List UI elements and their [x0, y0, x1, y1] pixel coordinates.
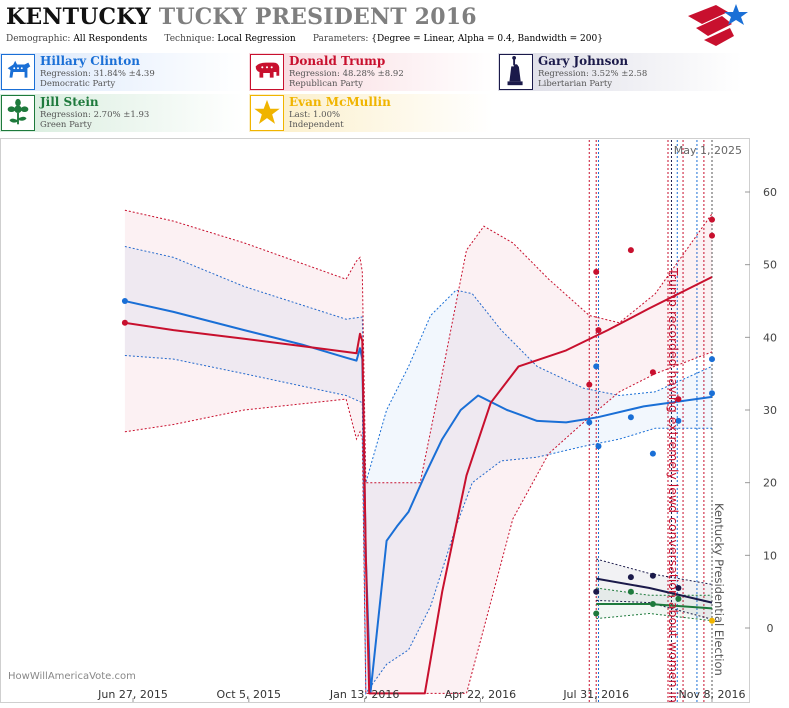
hillary-clinton-poll-point-5[interactable]: [649, 450, 656, 457]
donald-trump-confidence-band: [124, 210, 712, 694]
candidate-party: Democratic Party: [40, 79, 116, 89]
donald-trump-poll-point-5[interactable]: [649, 369, 656, 376]
gary-johnson-poll-point-3[interactable]: [675, 585, 682, 591]
jill-stein-poll-point-0[interactable]: [593, 610, 600, 617]
candidate-legend: Hillary Clinton Regression: 31.84% ±4.39…: [0, 53, 789, 135]
donald-trump-poll-point-4[interactable]: [627, 247, 634, 254]
hillary-clinton-poll-point-7[interactable]: [709, 356, 715, 363]
candidate-card-mcmullin[interactable]: Evan McMullin Last: 1.00% Independent: [249, 94, 493, 132]
x-tick-label: Apr 22, 2016: [445, 688, 517, 701]
candidate-regression: Regression: 48.28% ±8.92: [289, 69, 404, 79]
y-tick-label: 0: [767, 622, 774, 635]
x-tick-label: Jan 13, 2016: [329, 688, 399, 701]
candidate-party: Libertarian Party: [538, 79, 613, 89]
star-icon: [250, 95, 284, 131]
gary-johnson-band-upper: [596, 558, 713, 585]
hillary-clinton-regression-line: [124, 300, 713, 695]
candidate-party: Republican Party: [289, 79, 363, 89]
donald-trump-poll-point-3[interactable]: [595, 327, 602, 334]
annotation-trump-recorded: Trump recorded having extremely lewd con…: [666, 267, 681, 704]
donald-trump-poll-point-8[interactable]: [709, 232, 715, 239]
candidate-card-clinton[interactable]: Hillary Clinton Regression: 31.84% ±4.39…: [0, 53, 244, 91]
gary-johnson-poll-point-1[interactable]: [627, 574, 634, 581]
y-tick-label: 40: [763, 331, 777, 344]
jill-stein-regression-line: [596, 603, 713, 610]
flag-star-logo-icon: [688, 4, 748, 46]
liberty-statue-icon: [499, 54, 533, 90]
demographic-value: All Respondents: [73, 34, 148, 44]
donald-trump-poll-point-6[interactable]: [675, 396, 682, 403]
plot-frame: [0, 138, 750, 703]
candidate-name: Gary Johnson: [538, 54, 629, 68]
technique-label: Technique:: [164, 34, 215, 44]
y-tick-label: 20: [763, 477, 777, 490]
donald-trump-poll-point-1[interactable]: [586, 381, 593, 388]
hillary-clinton-poll-point-3[interactable]: [595, 443, 602, 450]
gary-johnson-poll-point-2[interactable]: [649, 572, 656, 579]
candidate-name: Jill Stein: [40, 95, 99, 109]
hillary-clinton-poll-point-1[interactable]: [586, 419, 593, 426]
title-rest: TUCKY PRESIDENT 2016: [158, 4, 477, 30]
candidate-name: Hillary Clinton: [40, 54, 140, 68]
x-tick-label: Oct 5, 2015: [217, 688, 282, 701]
x-tick-label: Nov 8, 2016: [679, 688, 746, 701]
donald-trump-regression-line: [124, 276, 713, 695]
y-tick-label: 10: [763, 549, 777, 562]
x-tick-label: Jul 31, 2016: [562, 688, 629, 701]
gary-johnson-poll-point-0[interactable]: [593, 588, 600, 595]
elephant-icon: [250, 54, 284, 90]
y-tick-label: 60: [763, 186, 777, 199]
donald-trump-poll-point-7[interactable]: [709, 216, 715, 223]
donald-trump-poll-point-0[interactable]: [121, 319, 128, 326]
parameters-value: {Degree = Linear, Alpha = 0.4, Bandwidth…: [371, 34, 603, 44]
hillary-clinton-poll-point-6[interactable]: [675, 417, 682, 424]
chart-header: KENTUCKY TUCKY PRESIDENT 2016 Demographi…: [0, 0, 789, 50]
candidate-party: Independent: [289, 120, 344, 130]
watermark-label: HowWillAmericaVote.com: [8, 671, 136, 682]
candidate-card-johnson[interactable]: Gary Johnson Regression: 3.52% ±2.58 Lib…: [498, 53, 742, 91]
donald-trump-band-upper: [124, 209, 713, 484]
candidate-card-stein[interactable]: Jill Stein Regression: 2.70% ±1.93 Green…: [0, 94, 244, 132]
candidate-regression: Regression: 3.52% ±2.58: [538, 69, 648, 79]
hillary-clinton-poll-point-8[interactable]: [709, 390, 715, 397]
y-tick-label: 30: [763, 404, 777, 417]
chart-area: 0 10 20 30 40 50 60 Jun 27, 2015 Oct 5, 2015 Jan …: [0, 138, 789, 708]
jill-stein-band-upper: [596, 587, 712, 596]
hillary-clinton-band-upper: [124, 246, 713, 483]
hillary-clinton-poll-point-4[interactable]: [627, 414, 634, 421]
x-tick-label: Jun 27, 2015: [97, 688, 168, 701]
demographic-label: Demographic:: [6, 34, 71, 44]
annotation-election-day: Kentucky Presidential Election: [712, 503, 726, 676]
hillary-clinton-band-lower: [124, 355, 712, 695]
technique-value: Local Regression: [217, 34, 296, 44]
donald-trump-poll-point-2[interactable]: [593, 268, 600, 275]
parameters-label: Parameters:: [312, 34, 369, 44]
candidate-regression: Last: 1.00%: [289, 110, 341, 120]
jill-stein-poll-point-2[interactable]: [649, 601, 656, 607]
hillary-clinton-poll-point-2[interactable]: [593, 363, 600, 370]
page-title: KENTUCKY TUCKY PRESIDENT 2016: [6, 4, 477, 30]
evan-mcmullin-poll-point-0[interactable]: [709, 617, 715, 624]
title-state: KENTUCKY: [6, 4, 151, 30]
y-tick-label: 50: [763, 259, 777, 272]
candidate-regression: Regression: 31.84% ±4.39: [40, 69, 155, 79]
hillary-clinton-confidence-band: [124, 246, 712, 694]
candidate-name: Evan McMullin: [289, 95, 391, 109]
candidate-name: Donald Trump: [289, 54, 386, 68]
jill-stein-band-lower: [596, 612, 713, 622]
parameters-line: Demographic: All Respondents Technique: …: [6, 34, 603, 44]
candidate-card-trump[interactable]: Donald Trump Regression: 48.28% ±8.92 Re…: [249, 53, 493, 91]
candidate-party: Green Party: [40, 120, 92, 130]
donkey-icon: [1, 54, 35, 90]
gary-johnson-regression-line: [596, 577, 713, 604]
jill-stein-poll-point-1[interactable]: [627, 588, 634, 595]
gary-johnson-band-lower: [596, 599, 713, 620]
candidate-regression: Regression: 2.70% ±1.93: [40, 110, 150, 120]
flower-icon: [1, 95, 35, 131]
jill-stein-poll-point-3[interactable]: [675, 595, 682, 602]
hillary-clinton-poll-point-0[interactable]: [121, 298, 128, 304]
donald-trump-band-lower: [124, 351, 713, 694]
chart-date-label: May 1, 2025: [674, 144, 742, 157]
poll-chart: 0 10 20 30 40 50 60 Jun 27, 2015 Oct 5, 2015 Jan …: [0, 138, 777, 708]
